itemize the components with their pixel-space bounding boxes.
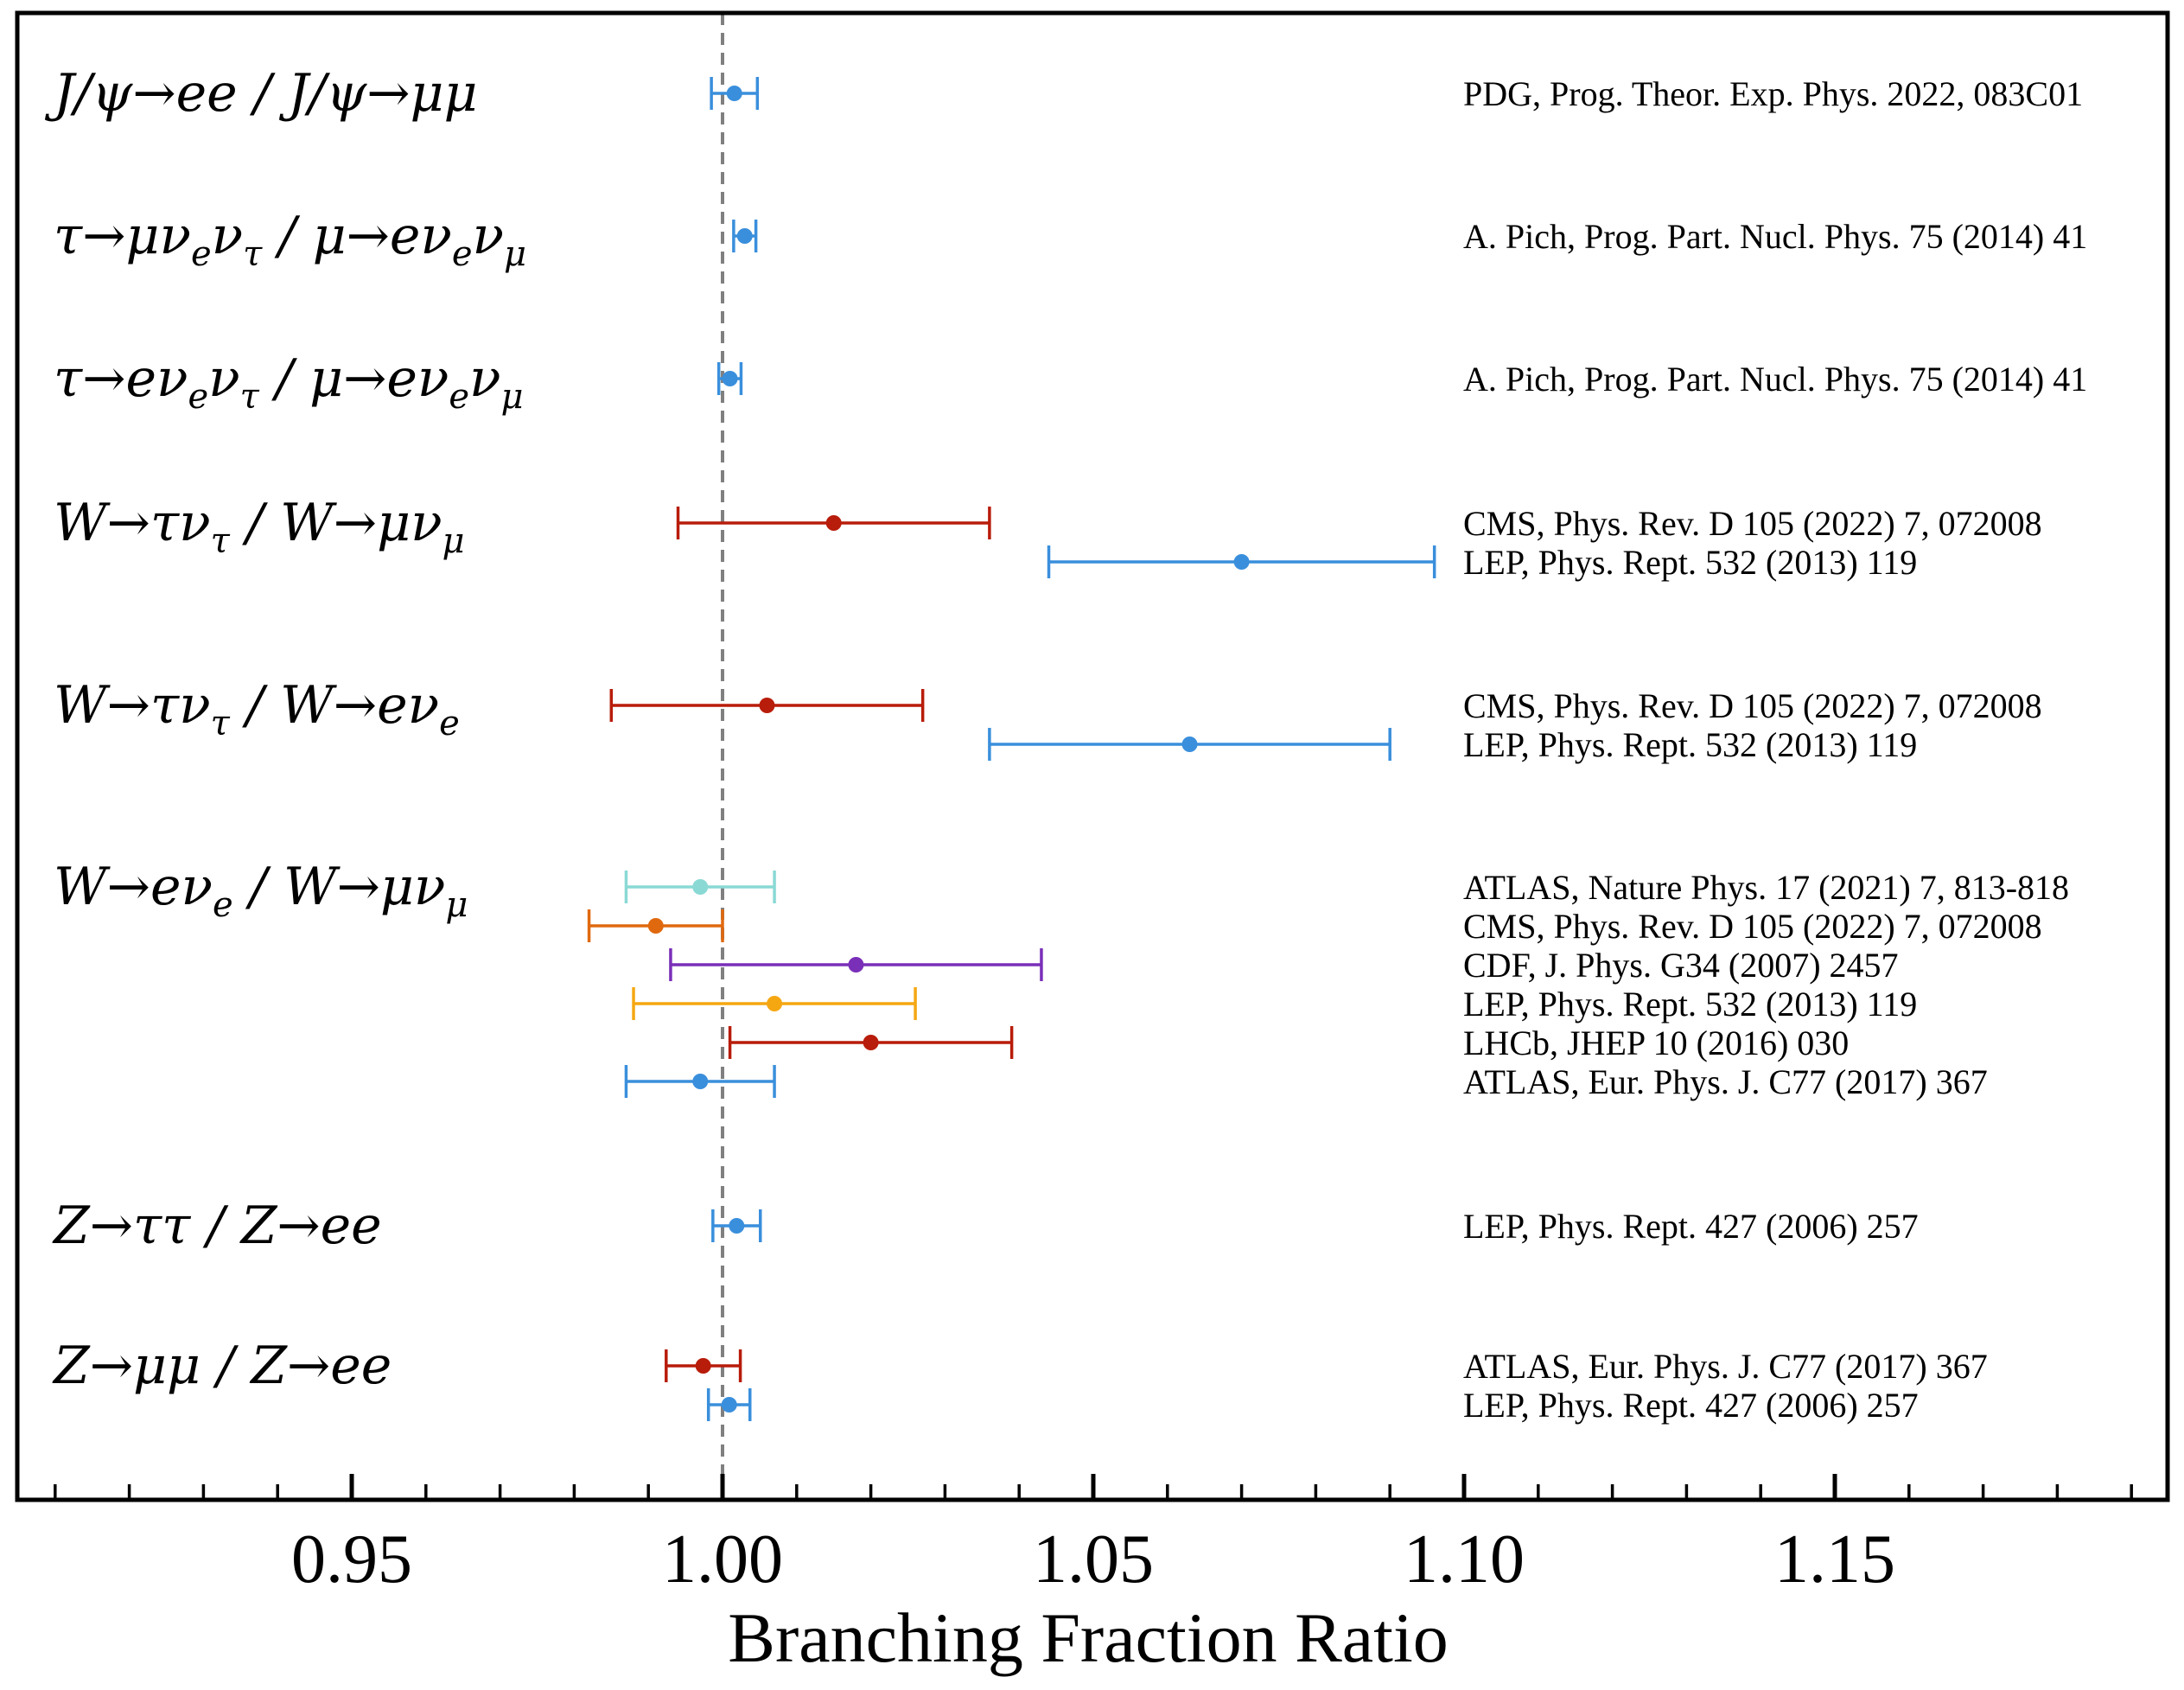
- measurement-point: [647, 918, 664, 934]
- group-label: Z→μμ / Z→ee: [52, 1336, 392, 1396]
- measurement-errorbar: [732, 220, 758, 252]
- reference-label: LEP, Phys. Rept. 532 (2013) 119: [1463, 725, 1917, 764]
- x-axis-ticks: [54, 1474, 2133, 1500]
- group-label: τ→μνeντ / μ→eνeνμ: [54, 206, 526, 274]
- reference-label: ATLAS, Nature Phys. 17 (2021) 7, 813-818: [1463, 868, 2069, 907]
- reference-label: ATLAS, Eur. Phys. J. C77 (2017) 367: [1463, 1062, 1988, 1101]
- tick-label: 0.95: [291, 1521, 412, 1598]
- group-label: τ→eνeντ / μ→eνeνμ: [54, 348, 524, 417]
- measurement-errorbar: [728, 1026, 1014, 1059]
- group-labels: J/ψ→ee / J/ψ→μμ τ→μνeντ / μ→eνeνμ τ→eνeντ …: [44, 63, 526, 1396]
- measurement-point: [825, 515, 842, 531]
- reference-label: CMS, Phys. Rev. D 105 (2022) 7, 072008: [1463, 504, 2042, 543]
- reference-label: LEP, Phys. Rept. 427 (2006) 257: [1463, 1207, 1919, 1246]
- measurement-errorbar: [624, 1065, 776, 1098]
- measurement-errorbar: [711, 1209, 762, 1242]
- measurement-point: [863, 1035, 879, 1050]
- reference-label: ATLAS, Eur. Phys. J. C77 (2017) 367: [1463, 1347, 1988, 1386]
- measurement-point: [695, 1358, 711, 1374]
- measurement-errorbar: [1047, 545, 1436, 578]
- measurement-point: [848, 957, 864, 973]
- x-axis-tick-labels: 0.95 1.00 1.05 1.10 1.15: [291, 1521, 1895, 1598]
- measurement-errorbar: [676, 507, 991, 539]
- measurement-point: [722, 371, 738, 386]
- reference-label: A. Pich, Prog. Part. Nucl. Phys. 75 (201…: [1463, 217, 2087, 256]
- measurement-bars: [587, 77, 1436, 1421]
- tick-label: 1.10: [1404, 1521, 1525, 1598]
- reference-label: LHCb, JHEP 10 (2016) 030: [1463, 1024, 1849, 1062]
- measurement-errorbar: [624, 871, 776, 903]
- measurement-point: [692, 879, 709, 895]
- reference-label: CMS, Phys. Rev. D 105 (2022) 7, 072008: [1463, 686, 2042, 725]
- group-label: W→τντ / W→μνμ: [54, 493, 465, 561]
- group-label: W→eνe / W→μνμ: [54, 857, 468, 925]
- measurement-point: [726, 86, 742, 101]
- x-axis-title: Branching Fraction Ratio: [728, 1598, 1449, 1677]
- reference-label: LEP, Phys. Rept. 532 (2013) 119: [1463, 985, 1917, 1024]
- measurement-errorbar: [665, 1349, 742, 1382]
- group-label: J/ψ→ee / J/ψ→μμ: [44, 63, 478, 124]
- measurement-point: [1181, 737, 1198, 752]
- measurement-point: [729, 1218, 745, 1234]
- reference-label: PDG, Prog. Theor. Exp. Phys. 2022, 083C0…: [1463, 74, 2083, 113]
- measurement-errorbar: [632, 987, 917, 1020]
- tick-label: 1.05: [1033, 1521, 1154, 1598]
- group-label: Z→ττ / Z→ee: [52, 1196, 382, 1256]
- measurement-errorbar: [710, 77, 760, 110]
- measurement-errorbar: [716, 362, 743, 395]
- measurement-point: [721, 1397, 737, 1413]
- group-label: W→τντ / W→eνe: [54, 675, 460, 743]
- measurement-errorbar: [669, 948, 1043, 981]
- tick-label: 1.15: [1774, 1521, 1895, 1598]
- measurement-point: [736, 228, 753, 244]
- reference-label: CDF, J. Phys. G34 (2007) 2457: [1463, 946, 1899, 985]
- measurement-point: [767, 996, 783, 1011]
- reference-labels: PDG, Prog. Theor. Exp. Phys. 2022, 083C0…: [1463, 74, 2087, 1425]
- reference-label: A. Pich, Prog. Part. Nucl. Phys. 75 (201…: [1463, 360, 2087, 399]
- reference-label: CMS, Phys. Rev. D 105 (2022) 7, 072008: [1463, 907, 2042, 946]
- reference-label: LEP, Phys. Rept. 427 (2006) 257: [1463, 1386, 1919, 1425]
- measurement-errorbar: [706, 1388, 752, 1421]
- measurement-point: [692, 1074, 709, 1089]
- measurement-errorbar: [988, 728, 1391, 761]
- tick-label: 1.00: [662, 1521, 783, 1598]
- measurement-point: [1233, 554, 1250, 570]
- measurement-point: [759, 698, 775, 713]
- reference-label: LEP, Phys. Rept. 532 (2013) 119: [1463, 543, 1917, 582]
- measurement-errorbar: [587, 909, 724, 942]
- measurement-errorbar: [609, 689, 925, 722]
